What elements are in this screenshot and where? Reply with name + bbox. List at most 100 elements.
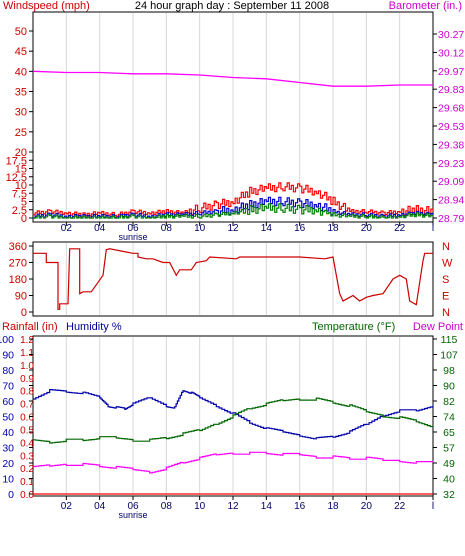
humidity-tick-label: 90 (2, 350, 14, 362)
humidity-axis-label: Humidity % (66, 321, 122, 333)
panel1-x-label: 02 (61, 223, 73, 234)
panel3-x-label: 02 (61, 501, 73, 512)
barometer-tick-label: 28.94 (438, 195, 464, 207)
temperature-tick-label: 49 (443, 458, 455, 470)
humidity-tick-label: 50 (2, 412, 14, 424)
humidity-tick-label: 100 (0, 334, 14, 346)
panel2-series (33, 248, 433, 310)
barometer-tick-label: 29.53 (438, 121, 464, 133)
panel3-x-label: 14 (261, 501, 273, 512)
windspeed-tick-label: 30 (15, 107, 27, 119)
panel3-x-label: 06 (127, 501, 139, 512)
panel1-x-label: 10 (194, 223, 206, 234)
windspeed-axis-label: Windspeed (mph) (3, 0, 90, 12)
temperature-tick-label: 107 (440, 350, 458, 362)
panel1-x-label: 20 (361, 223, 373, 234)
panel3-x-label: 04 (94, 501, 106, 512)
panel1-x-label: 06 (127, 223, 139, 234)
humidity-tick-label: 0 (8, 489, 14, 501)
humidity-tick-label: 20 (2, 458, 14, 470)
panel3-series-line-0 (33, 389, 434, 440)
windspeed-tick-label: 0 (21, 213, 27, 225)
panel1-x-label: 08 (161, 223, 173, 234)
barometer-tick-label: 30.12 (438, 47, 464, 59)
windspeed-tick-label: 15 (15, 164, 27, 176)
windspeed-tick-label: 25 (15, 127, 27, 139)
panel3-x-label: 20 (361, 501, 373, 512)
barometer-tick-label: 29.97 (438, 66, 464, 78)
rainfall-tick-label: 1.2 (20, 335, 34, 346)
panel3-series (33, 389, 434, 495)
panel1-x-label: 16 (294, 223, 306, 234)
barometer-tick-label: 30.27 (438, 29, 464, 41)
rainfall-tick-label: 0.3 (20, 451, 34, 462)
humidity-tick-label: 40 (2, 427, 14, 439)
panel3-series-line-1 (33, 397, 434, 444)
panel3-x-label: 16 (294, 501, 306, 512)
panel3-x-label: 22 (394, 501, 406, 512)
wind-series-line-2 (33, 203, 434, 219)
temperature-tick-label: 65 (443, 427, 455, 439)
wind-series-line-0 (33, 182, 434, 218)
panel3-x-label: 10 (194, 501, 206, 512)
direction-tick-label: 360 (9, 241, 27, 253)
panel1-x-label: l (432, 223, 434, 234)
barometer-tick-label: 29.23 (438, 158, 464, 170)
barometer-tick-label: 29.09 (438, 176, 464, 188)
humidity-tick-label: 70 (2, 381, 14, 393)
humidity-tick-label: 80 (2, 365, 14, 377)
barometer-tick-label: 29.38 (438, 139, 464, 151)
humidity-tick-label: 60 (2, 396, 14, 408)
temperature-tick-label: 32 (443, 489, 455, 501)
panel1-ticks: 02.557.51012.51517.52025303540455028.792… (6, 26, 465, 242)
windspeed-tick-label: 45 (15, 46, 27, 58)
rain-humidity-temperature-panel: 0.0 0.1 0.2 0.3 0.4 0.50.6 0.7 0.8 0.9 1.0 1.1 1.2 0… (0, 321, 463, 520)
panel1-x-label: 18 (327, 223, 339, 234)
windspeed-tick-label: 5 (21, 197, 27, 209)
rainfall-tick-label: 0.8 (20, 387, 34, 398)
barometer-tick-label: 29.68 (438, 103, 464, 115)
rainfall-tick-label: 0.6 (20, 413, 34, 424)
windspeed-tick-label: 17.5 (6, 155, 27, 167)
compass-tick-label: N (442, 307, 450, 319)
rainfall-tick-label: 0.9 (20, 374, 34, 385)
panel1-x-label: 12 (227, 223, 239, 234)
rainfall-tick-label: 1.1 (20, 348, 34, 359)
humidity-tick-label: 10 (2, 474, 14, 486)
panel1-x-label: 22 (394, 223, 406, 234)
temperature-tick-label: 90 (443, 381, 455, 393)
compass-tick-label: S (442, 274, 449, 286)
dewpoint-axis-label: Dew Point (413, 321, 463, 333)
panel3-x-label: 12 (227, 501, 239, 512)
windspeed-tick-label: 35 (15, 87, 27, 99)
barometer-tick-label: 28.79 (438, 213, 464, 225)
windspeed-barometer-panel: 02.557.51012.51517.52025303540455028.792… (3, 0, 464, 242)
compass-tick-label: N (442, 241, 450, 253)
temperature-tick-label: 57 (443, 443, 455, 455)
temperature-tick-label: 115 (441, 334, 458, 346)
windspeed-tick-label: 40 (15, 66, 27, 78)
windspeed-tick-label: 20 (15, 147, 27, 159)
windspeed-tick-label: 7.5 (12, 188, 27, 200)
rainfall-tick-label: 0.4 (20, 438, 34, 449)
windspeed-tick-label: 12.5 (6, 172, 27, 184)
humidity-tick-label: 30 (2, 443, 14, 455)
rainfall-axis-label: Rainfall (in) (2, 321, 58, 333)
barometer-axis-label: Barometer (in.) (389, 0, 462, 12)
direction-tick-label: 180 (9, 274, 27, 286)
direction-tick-label: 90 (15, 291, 27, 303)
windspeed-tick-label: 10 (15, 180, 27, 192)
direction-tick-label: 0 (21, 307, 27, 319)
windspeed-tick-label: 2.5 (12, 205, 27, 217)
barometer-tick-label: 29.83 (438, 84, 464, 96)
direction-tick-label: 270 (9, 258, 27, 270)
temperature-axis-label: Temperature (°F) (312, 321, 395, 333)
panel1-sunrise-label: sunrise (118, 232, 147, 242)
panel1-x-label: 04 (94, 223, 106, 234)
panel3-x-label: 08 (161, 501, 173, 512)
windspeed-tick-label: 50 (15, 26, 27, 38)
wind-direction-line (33, 248, 433, 310)
panel3-x-label: l (432, 501, 434, 512)
